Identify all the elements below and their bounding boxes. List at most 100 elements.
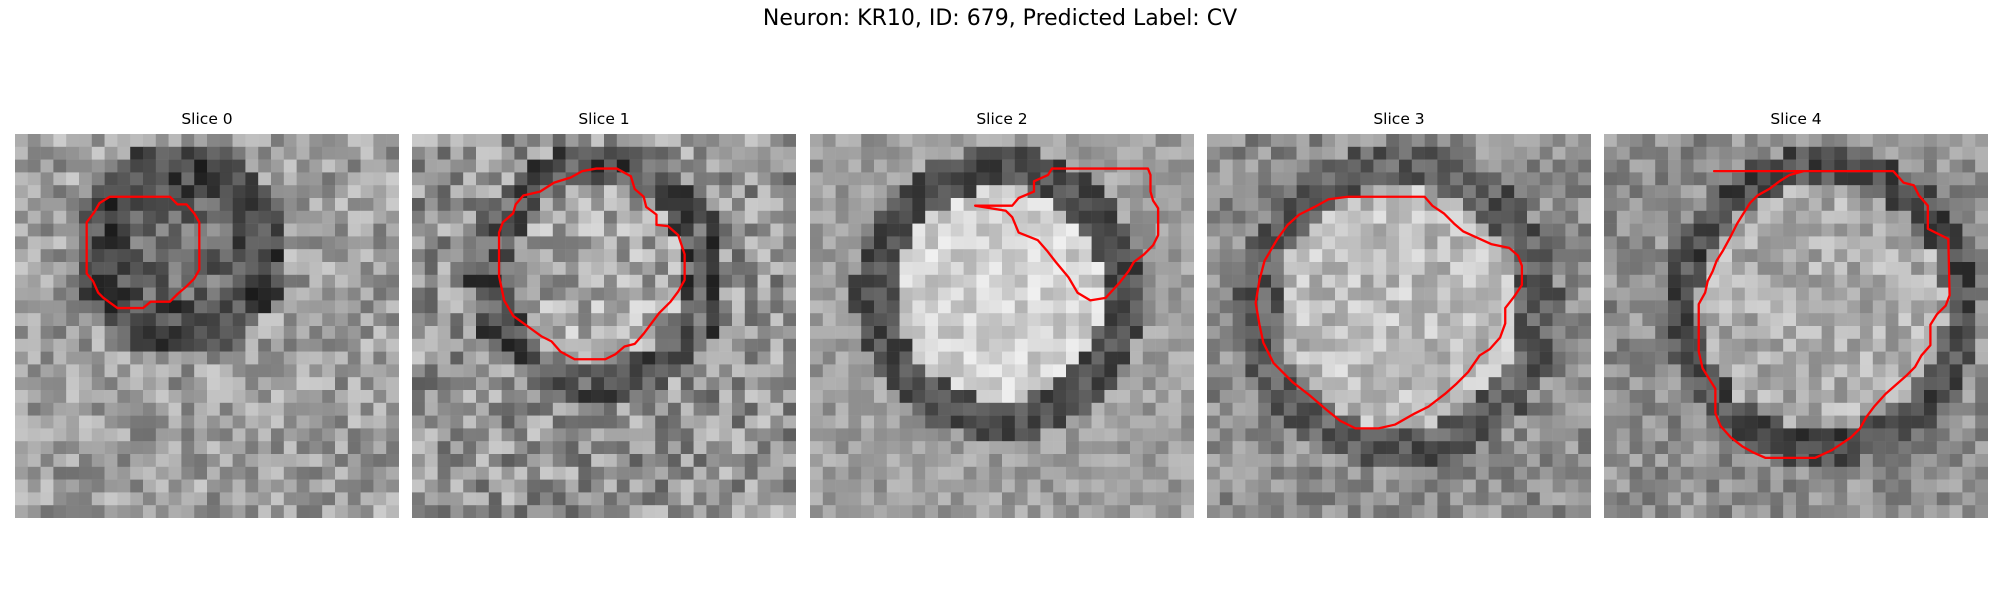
pixel	[783, 326, 796, 340]
pixel	[1040, 454, 1054, 468]
pixel	[1181, 198, 1194, 212]
pixel	[143, 338, 157, 352]
pixel	[1744, 223, 1758, 237]
pixel	[732, 223, 746, 237]
pixel	[1860, 466, 1874, 480]
pixel	[912, 351, 926, 365]
pixel	[886, 466, 900, 480]
pixel	[1770, 415, 1784, 429]
pixel	[130, 249, 144, 263]
pixel	[514, 249, 528, 263]
pixel	[219, 402, 233, 416]
pixel	[874, 402, 888, 416]
pixel	[347, 146, 361, 160]
pixel	[463, 262, 477, 276]
pixel	[655, 134, 669, 148]
pixel	[130, 210, 144, 224]
pixel	[1949, 146, 1963, 160]
pixel	[848, 134, 862, 148]
pixel	[1219, 185, 1233, 199]
pixel	[655, 287, 669, 301]
pixel	[527, 492, 541, 506]
pixel	[488, 466, 502, 480]
pixel	[168, 492, 182, 506]
pixel	[1271, 492, 1285, 506]
pixel	[91, 402, 105, 416]
pixel	[1808, 364, 1822, 378]
pixel	[66, 441, 80, 455]
pixel	[719, 338, 733, 352]
pixel	[1437, 428, 1451, 442]
pixel	[1437, 441, 1451, 455]
pixel	[1834, 466, 1848, 480]
pixel	[1463, 466, 1477, 480]
pixel	[693, 326, 707, 340]
pixel	[604, 146, 618, 160]
pixel	[1629, 390, 1643, 404]
pixel	[540, 146, 554, 160]
pixel	[501, 466, 515, 480]
pixel	[53, 134, 67, 148]
pixel	[1693, 466, 1707, 480]
pixel	[437, 428, 451, 442]
pixel	[194, 146, 208, 160]
pixel	[1668, 185, 1682, 199]
pixel	[27, 146, 41, 160]
pixel	[143, 326, 157, 340]
pixel	[1040, 441, 1054, 455]
pixel	[1642, 390, 1656, 404]
pixel	[1744, 146, 1758, 160]
pixel	[1872, 466, 1886, 480]
pixel	[629, 402, 643, 416]
pixel	[283, 249, 297, 263]
pixel	[1053, 390, 1067, 404]
pixel	[1898, 210, 1912, 224]
pixel	[168, 287, 182, 301]
pixel	[1014, 146, 1028, 160]
pixel	[1027, 441, 1041, 455]
pixel	[1117, 326, 1131, 340]
pixel	[1732, 172, 1746, 186]
pixel	[386, 223, 399, 237]
pixel	[1834, 210, 1848, 224]
pixel	[1463, 210, 1477, 224]
pixel	[886, 415, 900, 429]
pixel	[66, 351, 80, 365]
pixel	[1783, 441, 1797, 455]
pixel	[1335, 466, 1349, 480]
pixel	[1732, 326, 1746, 340]
pixel	[1834, 300, 1848, 314]
pixel	[155, 428, 169, 442]
neuron-contour	[85, 195, 201, 310]
pixel	[1732, 236, 1746, 250]
pixel	[925, 428, 939, 442]
pixel	[1117, 185, 1131, 199]
pixel	[1271, 134, 1285, 148]
pixel	[1629, 402, 1643, 416]
pixel	[1936, 313, 1950, 327]
pixel	[181, 249, 195, 263]
pixel	[155, 492, 169, 506]
pixel	[1463, 479, 1477, 493]
pixel	[1655, 351, 1669, 365]
slice-image	[412, 134, 796, 518]
pixel	[1796, 351, 1810, 365]
pixel	[1091, 223, 1105, 237]
pixel	[1565, 441, 1579, 455]
pixel	[1066, 198, 1080, 212]
pixel	[1488, 441, 1502, 455]
pixel	[668, 466, 682, 480]
pixel	[1936, 185, 1950, 199]
pixel	[1078, 134, 1092, 148]
pixel	[424, 146, 438, 160]
pixel	[938, 505, 952, 518]
pixel	[732, 210, 746, 224]
pixel	[1335, 236, 1349, 250]
microscopy-pixels	[1207, 134, 1591, 518]
pixel	[1693, 492, 1707, 506]
pixel	[296, 198, 310, 212]
pixel	[540, 236, 554, 250]
pixel	[963, 377, 977, 391]
pixel	[194, 313, 208, 327]
pixel	[1655, 236, 1669, 250]
